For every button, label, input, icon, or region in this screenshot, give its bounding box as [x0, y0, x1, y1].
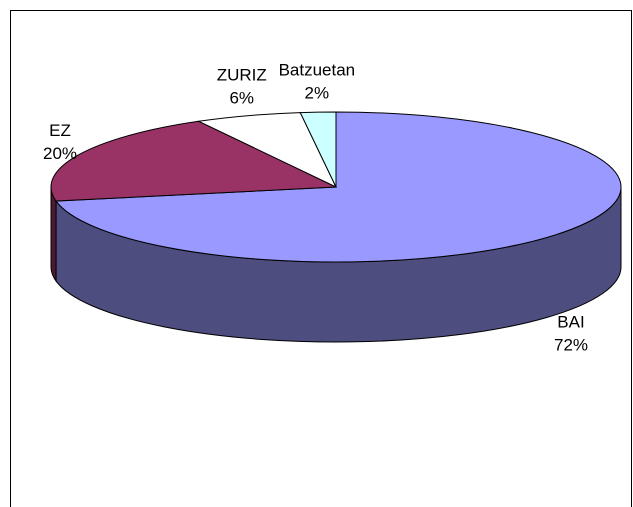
slice-value-label: 72%	[554, 335, 588, 354]
pie-side	[50, 186, 57, 283]
slice-label: BAI	[557, 312, 584, 331]
chart-frame	[10, 10, 632, 507]
slice-value-label: 20%	[43, 144, 77, 163]
pie-slice	[50, 120, 337, 202]
slice-label: EZ	[49, 121, 71, 140]
slice-value-label: 6%	[229, 89, 254, 108]
slice-label: Batzuetan	[279, 61, 356, 80]
pie-slice	[55, 111, 622, 263]
slice-label: ZURIZ	[217, 66, 267, 85]
pie-slice	[299, 111, 337, 188]
slice-value-label: 2%	[305, 84, 330, 103]
